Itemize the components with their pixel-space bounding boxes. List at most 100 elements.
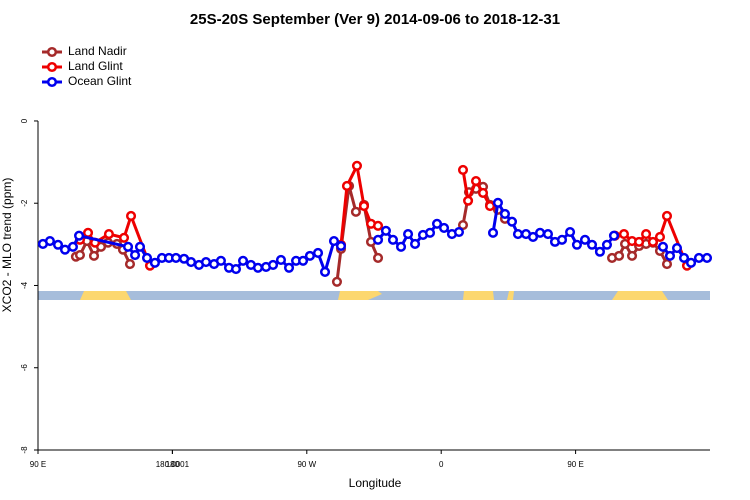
data-point (52, 239, 64, 250)
data-point (586, 239, 598, 250)
data-point (492, 197, 503, 208)
data-point (170, 252, 182, 263)
data-point (358, 201, 370, 212)
data-point (685, 257, 697, 268)
legend-marker (46, 61, 58, 73)
data-point (641, 229, 652, 240)
data-point (74, 249, 86, 261)
data-point (319, 266, 331, 277)
data-point (341, 180, 353, 191)
data-point (654, 231, 666, 242)
data-point (693, 252, 704, 263)
data-point (453, 226, 465, 238)
data-point (457, 219, 469, 231)
data-point (268, 259, 279, 270)
data-point (125, 210, 137, 222)
y-tick-label: -2 (20, 199, 29, 207)
x-tick-label: 0 (439, 460, 444, 469)
data-point (506, 216, 518, 227)
data-point (44, 236, 55, 247)
data-point (608, 230, 620, 241)
data-point (477, 187, 489, 198)
data-point (535, 227, 546, 238)
x-axis-label: Longitude (349, 476, 402, 490)
data-point (130, 249, 141, 261)
data-point (252, 262, 264, 273)
data-point (579, 234, 591, 245)
data-point (664, 250, 676, 261)
data-point (122, 241, 134, 252)
data-point (387, 234, 399, 245)
data-point (118, 232, 130, 243)
data-point (350, 206, 361, 217)
data-point (200, 256, 212, 268)
data-point (487, 227, 499, 238)
data-point (402, 229, 414, 240)
data-point (335, 240, 347, 252)
data-point (542, 229, 554, 240)
data-point (380, 225, 391, 236)
data-point (470, 175, 482, 187)
land-patch (338, 291, 382, 300)
data-point (230, 263, 242, 275)
x-tick-label: 180 (166, 460, 180, 469)
data-point (512, 229, 524, 240)
data-point (438, 222, 450, 233)
legend-label: Ocean Glint (68, 74, 132, 88)
data-point (59, 244, 71, 255)
data-point (626, 250, 638, 261)
data-point (571, 239, 582, 250)
data-point (701, 252, 713, 263)
data-point (124, 259, 136, 270)
land-patch (463, 291, 494, 300)
chart-title: 25S-20S September (Ver 9) 2014-09-06 to … (190, 11, 560, 28)
data-point (372, 234, 384, 245)
data-point (74, 230, 85, 241)
data-point (661, 210, 673, 222)
data-point (671, 243, 683, 254)
data-point (463, 195, 474, 206)
data-point (556, 234, 568, 245)
data-point (647, 236, 659, 247)
y-tick-label: -4 (20, 281, 29, 289)
data-point (634, 236, 645, 247)
data-point (67, 241, 78, 252)
y-tick-label: -8 (20, 446, 29, 454)
data-point (103, 229, 114, 240)
land-patch (80, 291, 131, 300)
data-point (395, 241, 407, 252)
series-line (75, 184, 669, 282)
x-tick-label: 180.0001 (156, 460, 190, 469)
data-point (331, 276, 343, 287)
data-point (304, 250, 315, 261)
y-tick-label: 0 (20, 118, 29, 123)
legend-marker (46, 76, 58, 88)
data-point (237, 255, 249, 266)
surface-strip (38, 291, 710, 300)
land-patch (507, 291, 514, 300)
land-patch (612, 291, 668, 300)
data-point (312, 247, 324, 259)
data-point (618, 229, 630, 240)
legend-marker (46, 46, 58, 58)
data-point (372, 220, 384, 231)
data-point (328, 236, 340, 247)
data-point (614, 250, 625, 261)
data-point (141, 252, 153, 263)
data-point (410, 238, 421, 249)
data-point (372, 252, 384, 263)
data-point (484, 201, 496, 212)
data-point (283, 262, 295, 273)
data-point (424, 227, 436, 238)
data-point (657, 241, 669, 252)
data-point (431, 218, 443, 229)
data-point (678, 252, 690, 263)
data-point (186, 256, 197, 268)
x-tick-label: 90 W (297, 460, 316, 469)
data-point (82, 227, 94, 238)
data-point (594, 246, 605, 257)
data-point (527, 231, 539, 242)
data-point (457, 164, 469, 175)
data-point (275, 254, 287, 266)
